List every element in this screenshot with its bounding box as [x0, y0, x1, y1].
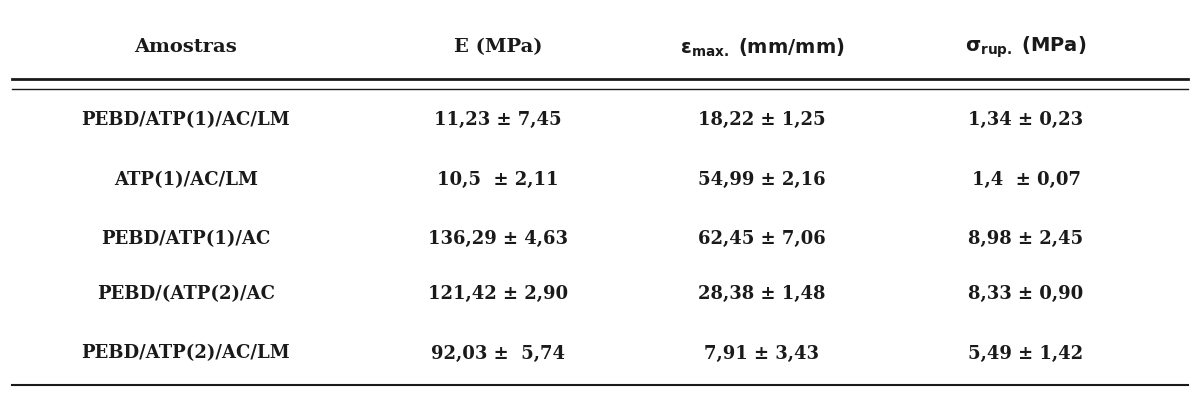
Text: 7,91 ± 3,43: 7,91 ± 3,43 — [704, 344, 820, 363]
Text: 11,23 ± 7,45: 11,23 ± 7,45 — [434, 111, 562, 130]
Text: 1,4  ± 0,07: 1,4 ± 0,07 — [972, 171, 1080, 189]
Text: 136,29 ± 4,63: 136,29 ± 4,63 — [428, 230, 568, 248]
Text: PEBD/ATP(1)/AC/LM: PEBD/ATP(1)/AC/LM — [82, 111, 290, 130]
Text: PEBD/(ATP(2)/AC: PEBD/(ATP(2)/AC — [97, 285, 275, 303]
Text: 5,49 ± 1,42: 5,49 ± 1,42 — [968, 344, 1084, 363]
Text: ATP(1)/AC/LM: ATP(1)/AC/LM — [114, 171, 258, 189]
Text: 54,99 ± 2,16: 54,99 ± 2,16 — [698, 171, 826, 189]
Text: 62,45 ± 7,06: 62,45 ± 7,06 — [698, 230, 826, 248]
Text: 92,03 ±  5,74: 92,03 ± 5,74 — [431, 344, 565, 363]
Text: 18,22 ± 1,25: 18,22 ± 1,25 — [698, 111, 826, 130]
Text: $\mathbf{\sigma}_{\mathbf{rup.}}\ \mathbf{(MPa)}$: $\mathbf{\sigma}_{\mathbf{rup.}}\ \mathb… — [965, 35, 1087, 60]
Text: $\mathbf{\varepsilon}_{\mathbf{max.}}\ \mathbf{(mm/mm)}$: $\mathbf{\varepsilon}_{\mathbf{max.}}\ \… — [679, 36, 845, 58]
Text: PEBD/ATP(2)/AC/LM: PEBD/ATP(2)/AC/LM — [82, 344, 290, 363]
Text: PEBD/ATP(1)/AC: PEBD/ATP(1)/AC — [101, 230, 271, 248]
Text: 8,33 ± 0,90: 8,33 ± 0,90 — [968, 285, 1084, 303]
Text: 121,42 ± 2,90: 121,42 ± 2,90 — [428, 285, 568, 303]
Text: 1,34 ± 0,23: 1,34 ± 0,23 — [968, 111, 1084, 130]
Text: Amostras: Amostras — [134, 38, 238, 56]
Text: 28,38 ± 1,48: 28,38 ± 1,48 — [698, 285, 826, 303]
Text: 8,98 ± 2,45: 8,98 ± 2,45 — [968, 230, 1084, 248]
Text: E (MPa): E (MPa) — [454, 38, 542, 56]
Text: 10,5  ± 2,11: 10,5 ± 2,11 — [437, 171, 559, 189]
